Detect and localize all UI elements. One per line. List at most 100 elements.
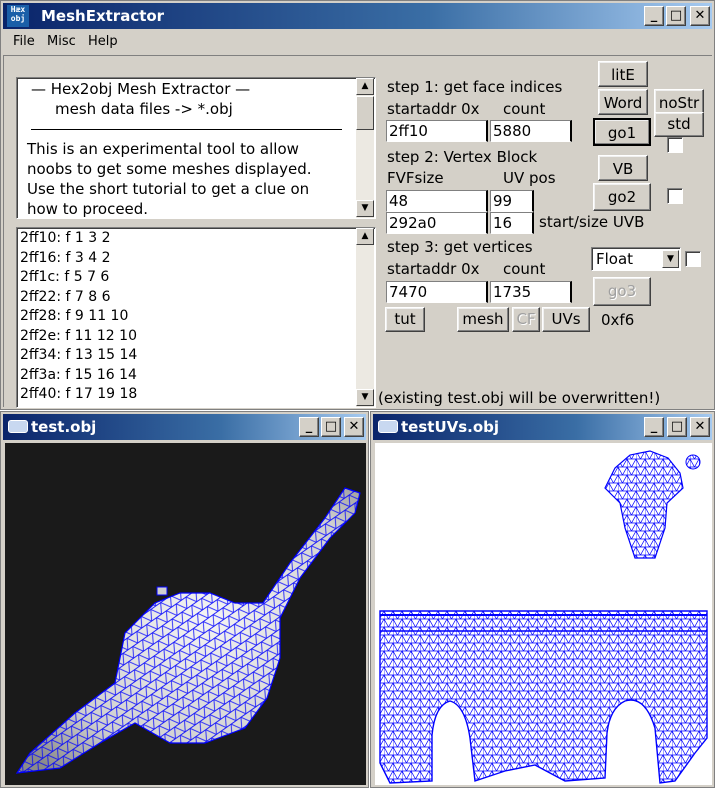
word-button[interactable]: Word [598,89,648,115]
table-row[interactable]: 2ff40: f 17 19 18 [18,385,354,405]
table-row[interactable]: 2ff22: f 7 8 6 [18,288,354,308]
main-window: Hæx obj MeshExtractor _ □ ✕ File Misc He… [0,0,715,410]
step3-startaddr-label: startaddr 0x [385,259,489,280]
cf-button[interactable]: CF [512,307,540,332]
step2-title: step 2: Vertex Block [385,147,587,168]
menu-help[interactable]: Help [88,34,118,49]
step1-startaddr-input[interactable]: 2ff10 [386,120,488,142]
uv-island-top [604,450,701,559]
scroll-up-arrow-icon[interactable]: ▲ [356,228,374,245]
status-text: (existing test.obj will be overwritten!) [376,388,676,409]
go3-button[interactable]: go3 [593,277,651,306]
uv-viewport[interactable] [375,443,712,785]
mesh-wireframe [15,487,361,774]
type-checkbox[interactable] [685,251,701,267]
main-window-title: MeshExtractor [41,7,165,25]
face-text: f 17 19 18 [65,386,138,402]
face-text: f 5 7 6 [64,269,110,285]
uv-window-title: testUVs.obj [401,418,500,436]
table-row[interactable]: 2ff1c: f 5 7 6 [18,268,354,288]
face-addr: 2ff28: [20,308,62,324]
close-button[interactable]: ✕ [690,6,710,26]
type-select-value: Float [596,250,634,268]
go1-button[interactable]: go1 [593,118,651,146]
scroll-down-arrow-icon[interactable]: ▼ [356,200,374,217]
intro-textbox[interactable]: — Hex2obj Mesh Extractor — mesh data fil… [16,77,376,219]
face-text: f 11 12 10 [65,327,137,344]
uv-island-strip [379,610,708,784]
table-row[interactable]: 2ff10: f 1 3 2 [18,229,354,249]
minimize-button[interactable]: _ [299,417,319,437]
go2-checkbox[interactable] [667,188,683,204]
std-checkbox[interactable] [667,137,683,153]
step3-count-label: count [489,259,587,280]
face-text: f 13 15 14 [65,347,138,363]
step3-title: step 3: get vertices [385,237,587,258]
lite-button[interactable]: litE [598,61,648,87]
maximize-button[interactable]: □ [321,417,341,437]
table-row[interactable]: 2ff16: f 3 4 2 [18,249,354,269]
face-list-scrollbar[interactable]: ▲ ▼ [356,228,374,407]
minimize-button[interactable]: _ [644,417,664,437]
face-text: f 3 4 2 [65,249,111,266]
go2-button[interactable]: go2 [593,183,651,211]
uv-pos-input[interactable]: 99 [490,190,534,212]
table-row[interactable]: 2ff2e: f 11 12 10 [18,327,354,347]
table-row[interactable]: 2ff34: f 13 15 14 [18,346,354,366]
minimize-button[interactable]: _ [644,6,664,26]
mesh-viewport[interactable] [5,443,366,785]
uv-window-titlebar[interactable]: testUVs.obj _ □ ✕ [373,414,712,440]
step2-fvf-label: FVFsize [385,168,489,189]
menu-misc[interactable]: Misc [47,34,76,49]
uv-wireframe [379,450,708,784]
table-row[interactable]: 2ff28: f 9 11 10 [18,307,354,327]
face-addr: 2ff40: [20,386,62,402]
mesh-window-titlebar[interactable]: test.obj _ □ ✕ [3,414,366,440]
face-text: f 15 16 14 [65,366,137,383]
tut-button[interactable]: tut [385,307,425,332]
scroll-up-arrow-icon[interactable]: ▲ [356,78,374,95]
menu-file[interactable]: File [13,34,35,49]
intro-scrollbar[interactable]: ▲ ▼ [356,78,374,218]
maximize-button[interactable]: □ [667,417,687,437]
main-titlebar[interactable]: Hæx obj MeshExtractor _ □ ✕ [3,3,712,29]
uvb-size-input[interactable]: 16 [490,212,534,234]
uvs-button[interactable]: UVs [542,307,590,332]
mesh-body [15,487,361,774]
close-button[interactable]: ✕ [690,417,710,437]
intro-body-line: Use the short tutorial to get a clue on [27,180,310,198]
mesh-button[interactable]: mesh [457,307,509,332]
uvb-start-input[interactable]: 292a0 [386,212,488,234]
type-select[interactable]: Float ▼ [591,247,681,271]
scroll-down-arrow-icon[interactable]: ▼ [356,389,374,406]
step1-startaddr-label: startaddr 0x [385,99,489,120]
chevron-down-icon[interactable]: ▼ [662,250,679,268]
face-addr: 2ff1c: [20,269,60,285]
fvf-size-input[interactable]: 48 [386,190,488,212]
step3-startaddr-input[interactable]: 7470 [386,281,488,303]
scroll-thumb[interactable] [356,96,374,130]
step1-title: step 1: get face indices [385,77,587,98]
face-addr: 2ff2e: [20,327,61,344]
face-addr: 2ff3a: [20,366,61,383]
client-area [3,55,712,407]
face-list[interactable]: 2ff10: f 1 3 2 2ff16: f 3 4 2 2ff1c: f 5… [16,227,376,408]
maximize-button[interactable]: □ [666,6,686,26]
obj-viewer-icon [8,420,28,433]
vb-button[interactable]: VB [598,155,648,181]
mesh-window-title: test.obj [31,418,97,436]
step3-count-input[interactable]: 1735 [490,281,572,303]
step1-count-input[interactable]: 5880 [490,120,572,142]
mesh-window: test.obj _ □ ✕ [0,411,369,788]
menu-bar: File Misc Help [3,30,712,52]
face-list-rows: 2ff10: f 1 3 2 2ff16: f 3 4 2 2ff1c: f 5… [18,229,354,405]
obj-viewer-icon [378,420,398,433]
uvb-label: start/size UVB [537,212,650,233]
app-icon-text-top: Hæx [10,5,26,14]
face-addr: 2ff10: [20,230,62,246]
face-text: f 9 11 10 [65,308,129,324]
table-row[interactable]: 2ff3a: f 15 16 14 [18,366,354,386]
intro-heading: — Hex2obj Mesh Extractor — [31,80,251,98]
close-button[interactable]: ✕ [344,417,364,437]
std-button[interactable]: std [654,112,704,137]
